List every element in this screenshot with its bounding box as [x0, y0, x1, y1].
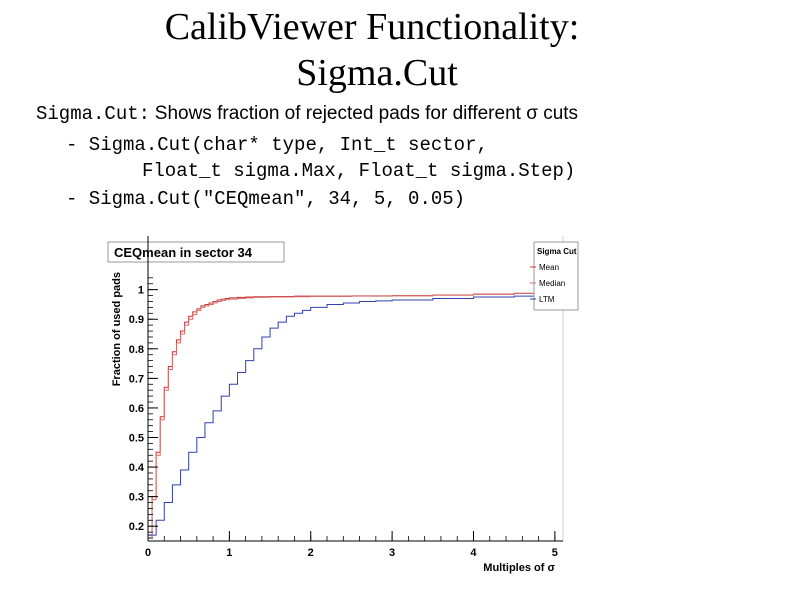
- title-line-2: Sigma.Cut: [296, 52, 458, 94]
- slide-title: CalibViewer Functionality: Sigma.Cut: [0, 4, 794, 96]
- x-tick-label: 1: [226, 547, 232, 559]
- x-tick-label: 3: [389, 547, 395, 559]
- y-tick-label: 1: [138, 285, 144, 297]
- y-tick-label: 0.2: [129, 521, 144, 533]
- series-line-median: [148, 292, 562, 539]
- x-tick-label: 4: [470, 547, 477, 559]
- description-text: Shows fraction of rejected pads for diff…: [154, 103, 579, 124]
- y-tick-label: 0.6: [129, 403, 144, 415]
- y-tick-label: 0.8: [129, 344, 144, 356]
- title-line-1: CalibViewer Functionality:: [164, 6, 580, 48]
- legend-entry-label: Median: [539, 279, 565, 288]
- bullet-1-line-2: Float_t sigma.Max, Float_t sigma.Step): [142, 160, 576, 182]
- legend-entry-label: LTM: [539, 295, 555, 304]
- y-tick-label: 0.3: [129, 492, 144, 504]
- bullet-1-line-1: - Sigma.Cut(char* type, Int_t sector,: [66, 134, 488, 156]
- x-tick-label: 0: [145, 547, 151, 559]
- chart-title: CEQmean in sector 34: [114, 245, 253, 260]
- legend-box: [533, 241, 579, 311]
- sigma-cut-chart: CEQmean in sector 34 0.2 0.3 0.4 0.5 0.6 0.7 0…: [100, 236, 580, 576]
- bullet-2: - Sigma.Cut("CEQmean", 34, 5, 0.05): [66, 188, 466, 210]
- legend-title: Sigma Cut: [537, 247, 577, 256]
- x-tick-label: 2: [308, 547, 314, 559]
- description: Sigma.Cut: Shows fraction of rejected pa…: [36, 103, 578, 125]
- y-axis-label: Fraction of used pads: [111, 272, 123, 386]
- plot-background: [100, 236, 580, 576]
- legend-entry-label: Mean: [539, 263, 559, 272]
- y-tick-label: 0.9: [129, 314, 144, 326]
- x-axis-label: Multiples of σ: [483, 562, 555, 574]
- chart-title-box: [107, 241, 285, 263]
- description-code: Sigma.Cut:: [36, 103, 151, 125]
- y-tick-label: 0.4: [129, 462, 145, 474]
- x-tick-label: 5: [552, 547, 558, 559]
- y-tick-label: 0.5: [129, 433, 144, 445]
- y-tick-label: 0.7: [129, 373, 144, 385]
- series-line-ltm: [148, 295, 562, 536]
